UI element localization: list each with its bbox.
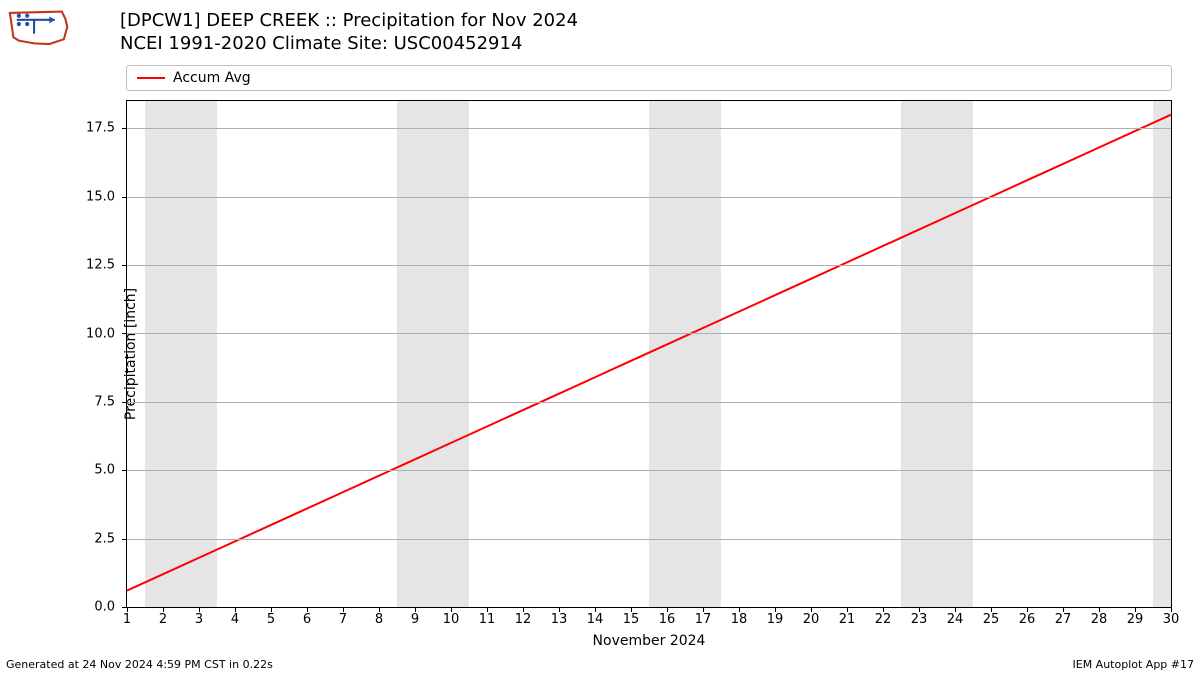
ytick-label: 17.5 bbox=[86, 121, 115, 136]
gridline bbox=[127, 197, 1171, 198]
ytick-label: 15.0 bbox=[86, 189, 115, 204]
ytick-mark bbox=[122, 333, 127, 334]
xtick-label: 25 bbox=[983, 612, 1000, 627]
footer-app: IEM Autoplot App #17 bbox=[1073, 658, 1195, 671]
xtick-label: 16 bbox=[659, 612, 676, 627]
title-line-1: [DPCW1] DEEP CREEK :: Precipitation for … bbox=[120, 10, 578, 33]
iem-logo bbox=[6, 6, 76, 51]
y-axis-label: Precipitation [inch] bbox=[123, 288, 139, 420]
ytick-label: 2.5 bbox=[94, 531, 115, 546]
xtick-label: 24 bbox=[947, 612, 964, 627]
xtick-label: 11 bbox=[479, 612, 496, 627]
xtick-label: 9 bbox=[411, 612, 419, 627]
chart-title: [DPCW1] DEEP CREEK :: Precipitation for … bbox=[120, 10, 578, 55]
ytick-mark bbox=[122, 128, 127, 129]
xtick-label: 6 bbox=[303, 612, 311, 627]
gridline bbox=[127, 470, 1171, 471]
ytick-mark bbox=[122, 402, 127, 403]
xtick-label: 12 bbox=[515, 612, 532, 627]
xtick-label: 10 bbox=[443, 612, 460, 627]
gridline bbox=[127, 402, 1171, 403]
gridline bbox=[127, 539, 1171, 540]
xtick-label: 28 bbox=[1091, 612, 1108, 627]
legend-swatch bbox=[137, 77, 165, 79]
xtick-label: 1 bbox=[123, 612, 131, 627]
xtick-label: 20 bbox=[803, 612, 820, 627]
ytick-mark bbox=[122, 539, 127, 540]
xtick-label: 21 bbox=[839, 612, 856, 627]
xtick-label: 22 bbox=[875, 612, 892, 627]
xtick-label: 30 bbox=[1163, 612, 1180, 627]
xtick-label: 23 bbox=[911, 612, 928, 627]
xtick-label: 26 bbox=[1019, 612, 1036, 627]
ytick-mark bbox=[122, 197, 127, 198]
xtick-label: 4 bbox=[231, 612, 239, 627]
ytick-mark bbox=[122, 470, 127, 471]
x-axis-label: November 2024 bbox=[593, 633, 706, 649]
footer-generated: Generated at 24 Nov 2024 4:59 PM CST in … bbox=[6, 658, 273, 671]
xtick-label: 13 bbox=[551, 612, 568, 627]
xtick-label: 29 bbox=[1127, 612, 1144, 627]
xtick-label: 3 bbox=[195, 612, 203, 627]
ytick-label: 0.0 bbox=[94, 600, 115, 615]
gridline bbox=[127, 333, 1171, 334]
gridline bbox=[127, 265, 1171, 266]
ytick-label: 10.0 bbox=[86, 326, 115, 341]
xtick-label: 5 bbox=[267, 612, 275, 627]
plot-area: November 2024 Precipitation [inch] 0.02.… bbox=[126, 100, 1172, 608]
xtick-label: 19 bbox=[767, 612, 784, 627]
ytick-label: 5.0 bbox=[94, 463, 115, 478]
title-line-2: NCEI 1991-2020 Climate Site: USC00452914 bbox=[120, 33, 578, 56]
xtick-label: 15 bbox=[623, 612, 640, 627]
gridline bbox=[127, 128, 1171, 129]
ytick-mark bbox=[122, 265, 127, 266]
xtick-label: 27 bbox=[1055, 612, 1072, 627]
xtick-label: 2 bbox=[159, 612, 167, 627]
line-series bbox=[127, 101, 1171, 607]
legend-label: Accum Avg bbox=[173, 70, 251, 86]
legend: Accum Avg bbox=[126, 65, 1172, 91]
accum-avg-line bbox=[127, 115, 1171, 591]
xtick-label: 17 bbox=[695, 612, 712, 627]
xtick-label: 8 bbox=[375, 612, 383, 627]
xtick-label: 18 bbox=[731, 612, 748, 627]
ytick-label: 7.5 bbox=[94, 394, 115, 409]
xtick-label: 7 bbox=[339, 612, 347, 627]
xtick-label: 14 bbox=[587, 612, 604, 627]
ytick-label: 12.5 bbox=[86, 258, 115, 273]
